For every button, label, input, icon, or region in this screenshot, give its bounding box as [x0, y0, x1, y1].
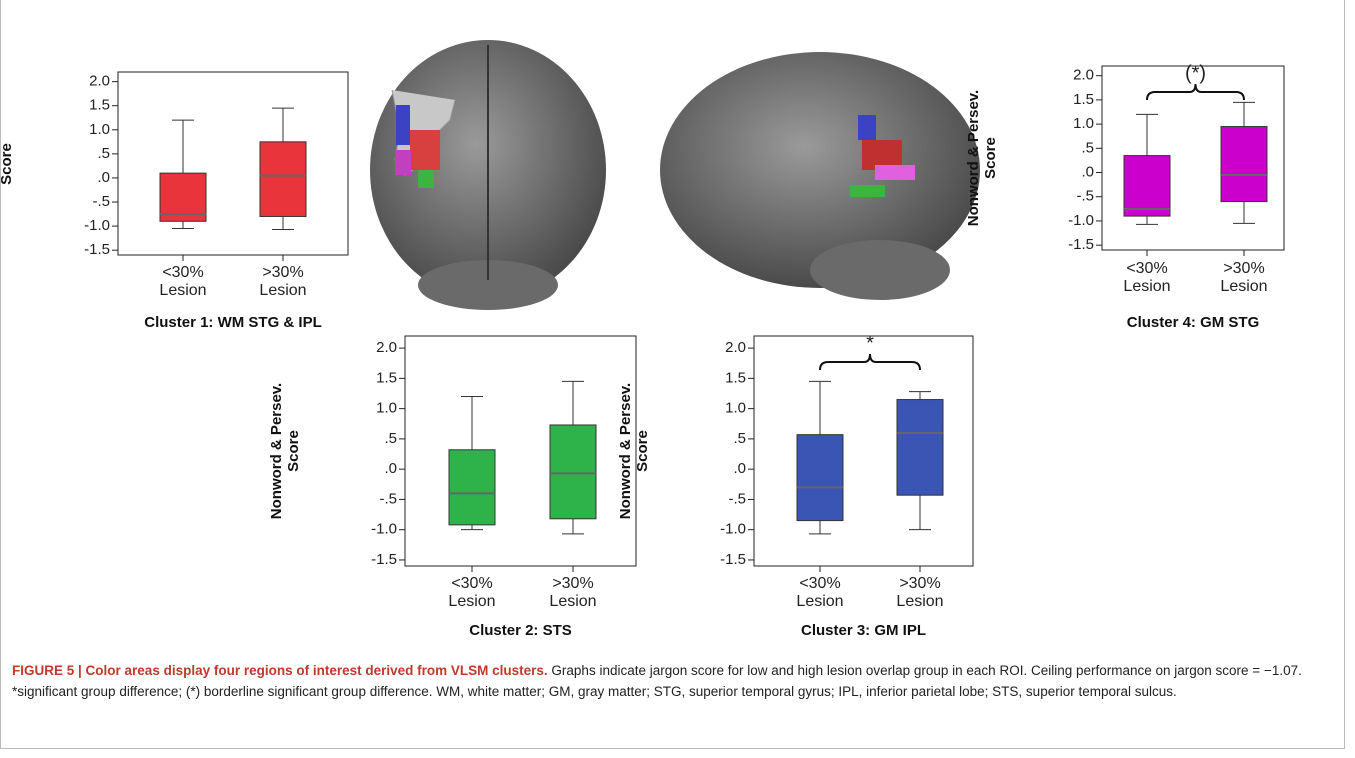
box	[796, 434, 844, 522]
box	[259, 141, 307, 217]
significance-annotation: *	[866, 332, 874, 354]
y-tick-label: 1.5	[725, 369, 746, 386]
x-tick-label: <30% Lesion	[159, 264, 207, 299]
box	[448, 449, 496, 526]
y-axis-label: Nonword & Persev. Score	[268, 382, 302, 520]
y-tick-label: -.5	[92, 193, 110, 210]
x-tick-label: >30% Lesion	[259, 264, 307, 299]
y-tick-label: 1.0	[1073, 115, 1094, 132]
x-tick-label: >30% Lesion	[549, 575, 597, 610]
caption-label: FIGURE 5 | Color areas display four regi…	[12, 663, 548, 678]
plot-frame	[404, 335, 637, 567]
y-tick-label: -.5	[728, 490, 746, 507]
box	[896, 399, 944, 496]
x-tick-label: <30% Lesion	[448, 575, 496, 610]
x-tick-label: <30% Lesion	[1123, 260, 1171, 295]
y-tick-label: 2.0	[1073, 67, 1094, 84]
y-tick-label: .0	[384, 460, 397, 477]
x-tick-label: >30% Lesion	[1220, 260, 1268, 295]
y-tick-label: -.5	[379, 490, 397, 507]
y-tick-label: 1.5	[1073, 91, 1094, 108]
y-tick-label: 2.0	[725, 339, 746, 356]
y-tick-label: -1.5	[371, 551, 397, 568]
plot-frame	[753, 335, 974, 567]
y-tick-label: 1.5	[89, 97, 110, 114]
y-tick-label: 1.0	[89, 121, 110, 138]
y-tick-label: .0	[1081, 163, 1094, 180]
y-axis-label: Nonword & Persev. Score	[965, 89, 999, 227]
y-tick-label: .5	[733, 430, 746, 447]
y-tick-label: -.5	[1076, 188, 1094, 205]
significance-annotation: (*)	[1185, 62, 1206, 84]
caption: FIGURE 5 | Color areas display four regi…	[12, 660, 1332, 702]
plot-frame	[117, 71, 349, 256]
y-tick-label: 2.0	[89, 73, 110, 90]
chart-title: Cluster 1: WM STG & IPL	[144, 314, 322, 331]
caption-text: Graphs indicate jargon score for low and…	[12, 663, 1302, 699]
box	[549, 424, 597, 520]
y-tick-label: -1.5	[720, 551, 746, 568]
box	[1220, 126, 1268, 203]
y-tick-label: -1.0	[84, 217, 110, 234]
y-tick-label: -1.5	[1068, 236, 1094, 253]
y-axis-label: Nonword & Persev. Score	[0, 142, 15, 185]
y-tick-label: -1.0	[720, 521, 746, 538]
chart-title: Cluster 2: STS	[469, 622, 572, 639]
y-tick-label: 2.0	[376, 339, 397, 356]
brain-side-image	[660, 52, 980, 300]
chart-title: Cluster 3: GM IPL	[800, 622, 927, 639]
brain-front-image	[370, 40, 606, 310]
y-tick-label: .0	[97, 169, 110, 186]
y-tick-label: -1.5	[84, 241, 110, 258]
y-tick-label: 1.0	[725, 400, 746, 417]
box	[1123, 155, 1171, 217]
x-tick-label: >30% Lesion	[896, 575, 944, 610]
y-axis-label: Nonword & Persev. Score	[617, 382, 651, 520]
y-tick-label: .5	[384, 430, 397, 447]
y-tick-label: -1.0	[1068, 212, 1094, 229]
x-tick-label: <30% Lesion	[796, 575, 844, 610]
y-tick-label: 1.5	[376, 369, 397, 386]
y-tick-label: -1.0	[371, 521, 397, 538]
significance-bracket	[819, 353, 921, 371]
plot-frame	[1101, 65, 1285, 251]
y-tick-label: .5	[1081, 139, 1094, 156]
y-tick-label: .5	[97, 145, 110, 162]
significance-bracket	[1146, 83, 1245, 101]
y-tick-label: 1.0	[376, 400, 397, 417]
chart-title: Cluster 4: GM STG	[1126, 314, 1260, 331]
y-tick-label: .0	[733, 460, 746, 477]
